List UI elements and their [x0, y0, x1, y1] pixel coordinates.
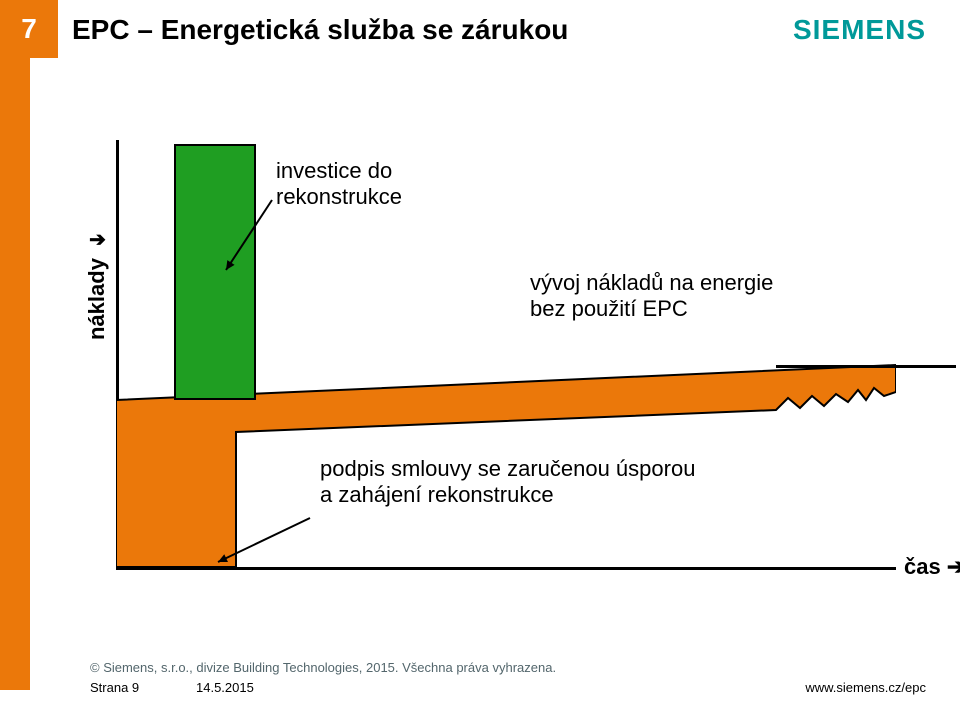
- page-title: EPC – Energetická služba se zárukou: [72, 14, 568, 46]
- y-axis-text: náklady: [84, 258, 109, 340]
- accent-column: [0, 58, 30, 690]
- slide-number: 7: [0, 0, 58, 58]
- footer-page: Strana 9: [90, 680, 139, 695]
- arrow-podpis: [210, 510, 318, 570]
- x-axis-text: čas: [904, 554, 941, 579]
- label-podpis: podpis smlouvy se zaručenou úsporoua zah…: [320, 456, 695, 509]
- arrow-investice: [218, 192, 280, 278]
- cap-line: [776, 365, 956, 368]
- footer-date: 14.5.2015: [196, 680, 254, 695]
- footer-copyright: © Siemens, s.r.o., divize Building Techn…: [90, 660, 556, 675]
- footer-url: www.siemens.cz/epc: [805, 680, 926, 695]
- brand-logo: SIEMENS: [793, 14, 926, 46]
- cost-vs-time-diagram: náklady ➔ čas ➔ investice dorekonstrukce…: [90, 140, 910, 580]
- label-investice: investice dorekonstrukce: [276, 158, 402, 211]
- label-vyvoj: vývoj nákladů na energiebez použití EPC: [530, 270, 773, 323]
- up-arrow-icon: ➔: [89, 227, 106, 252]
- x-axis-label: čas ➔: [904, 554, 960, 580]
- y-axis-label: náklady ➔: [84, 231, 110, 340]
- right-arrow-icon: ➔: [947, 554, 960, 579]
